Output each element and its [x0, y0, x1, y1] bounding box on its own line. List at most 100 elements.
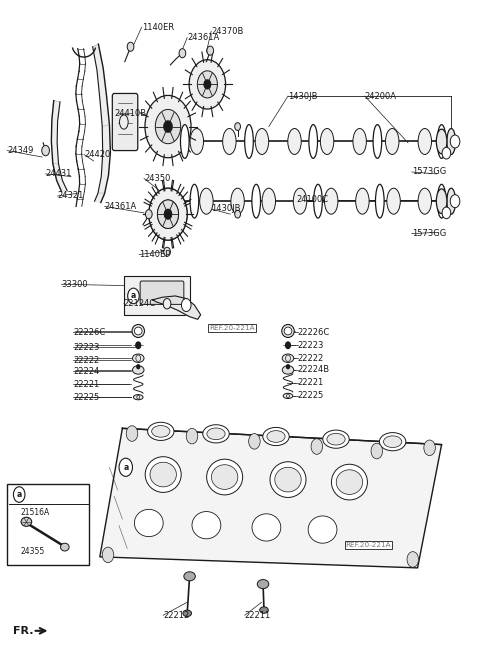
Ellipse shape [263, 428, 289, 446]
Ellipse shape [418, 129, 432, 154]
FancyBboxPatch shape [112, 93, 138, 151]
Ellipse shape [262, 188, 276, 214]
Circle shape [164, 247, 170, 256]
Circle shape [235, 210, 240, 218]
Ellipse shape [288, 129, 301, 154]
Ellipse shape [336, 470, 363, 495]
Text: 22221: 22221 [298, 378, 324, 387]
Text: 22226C: 22226C [73, 328, 105, 337]
Ellipse shape [252, 514, 281, 541]
Circle shape [127, 42, 134, 51]
Circle shape [126, 426, 138, 441]
Circle shape [119, 458, 132, 476]
Ellipse shape [436, 189, 447, 214]
Ellipse shape [223, 129, 236, 154]
Ellipse shape [150, 462, 177, 487]
Ellipse shape [309, 125, 318, 158]
Text: a: a [131, 291, 136, 300]
Text: 22211: 22211 [245, 611, 271, 620]
Text: REF.20-221A: REF.20-221A [209, 324, 254, 331]
Text: 1430JB: 1430JB [211, 204, 240, 214]
Text: 22224: 22224 [73, 367, 99, 376]
Text: 1430JB: 1430JB [288, 92, 317, 101]
FancyBboxPatch shape [124, 276, 190, 315]
Ellipse shape [331, 464, 368, 500]
Text: 22212: 22212 [163, 611, 190, 620]
Text: FR.: FR. [13, 626, 34, 636]
Circle shape [163, 299, 171, 309]
Text: 24431: 24431 [46, 169, 72, 178]
Circle shape [165, 210, 171, 219]
Ellipse shape [373, 125, 382, 158]
Text: 24200A: 24200A [365, 92, 397, 101]
Circle shape [407, 552, 419, 567]
Ellipse shape [418, 188, 432, 214]
Circle shape [424, 440, 435, 456]
Ellipse shape [324, 188, 338, 214]
Ellipse shape [320, 129, 334, 154]
Ellipse shape [270, 462, 306, 497]
Ellipse shape [379, 433, 406, 451]
Circle shape [145, 210, 152, 219]
Ellipse shape [152, 426, 170, 437]
Ellipse shape [384, 436, 402, 448]
Ellipse shape [245, 125, 253, 158]
Ellipse shape [183, 610, 192, 617]
Circle shape [157, 200, 179, 228]
Ellipse shape [132, 365, 144, 374]
Text: 24321: 24321 [58, 191, 84, 201]
Text: REF.20-221A: REF.20-221A [346, 542, 391, 548]
Circle shape [128, 288, 139, 304]
Polygon shape [153, 296, 201, 319]
Ellipse shape [282, 324, 294, 337]
Ellipse shape [353, 129, 366, 154]
Text: 22226C: 22226C [298, 328, 330, 337]
Text: 22223: 22223 [298, 341, 324, 350]
Ellipse shape [293, 188, 307, 214]
Ellipse shape [231, 188, 244, 214]
Circle shape [179, 49, 186, 58]
Text: 1140EP: 1140EP [139, 250, 170, 259]
Circle shape [207, 46, 214, 55]
Circle shape [371, 443, 383, 459]
Ellipse shape [275, 467, 301, 492]
Ellipse shape [180, 125, 189, 158]
Text: 22221: 22221 [73, 380, 99, 389]
Circle shape [13, 487, 25, 502]
Text: 24361A: 24361A [187, 33, 219, 42]
Text: 22225: 22225 [73, 393, 99, 402]
Ellipse shape [447, 129, 456, 154]
Ellipse shape [437, 184, 446, 218]
Circle shape [450, 135, 460, 148]
Ellipse shape [283, 393, 293, 398]
FancyBboxPatch shape [140, 281, 184, 304]
Ellipse shape [207, 428, 225, 439]
Ellipse shape [323, 430, 349, 448]
Text: 24410B: 24410B [114, 109, 146, 118]
Circle shape [164, 121, 172, 132]
Text: 1573GG: 1573GG [412, 229, 446, 238]
Text: 24355: 24355 [20, 547, 45, 556]
Circle shape [249, 434, 260, 449]
Circle shape [442, 147, 451, 159]
Ellipse shape [203, 424, 229, 443]
Circle shape [145, 95, 191, 158]
Ellipse shape [327, 434, 345, 445]
Ellipse shape [148, 422, 174, 441]
Ellipse shape [314, 184, 323, 218]
Text: 24370B: 24370B [211, 27, 243, 36]
Polygon shape [93, 44, 110, 202]
Ellipse shape [356, 188, 369, 214]
Circle shape [137, 365, 140, 369]
Circle shape [42, 145, 49, 156]
Circle shape [181, 299, 191, 312]
Circle shape [136, 342, 141, 349]
Ellipse shape [145, 457, 181, 493]
Ellipse shape [133, 395, 143, 400]
Text: 24100C: 24100C [297, 195, 329, 204]
Text: 22223: 22223 [73, 343, 99, 352]
Circle shape [286, 342, 290, 349]
Ellipse shape [190, 184, 199, 218]
Ellipse shape [308, 516, 337, 543]
Circle shape [156, 110, 180, 143]
